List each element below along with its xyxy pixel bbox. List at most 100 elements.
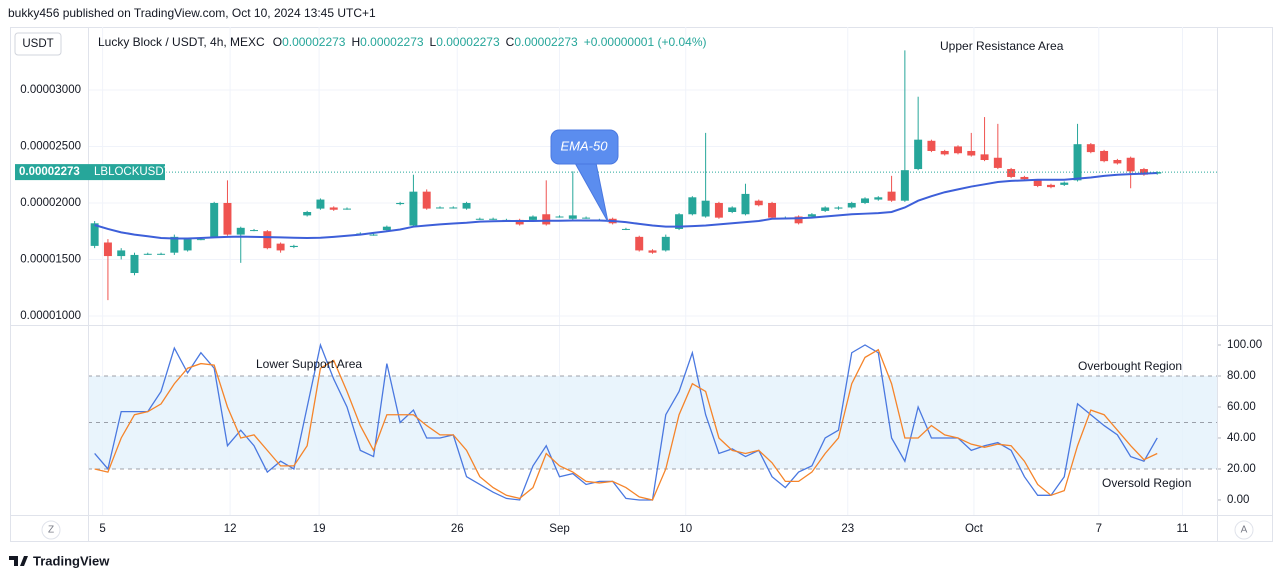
legend-change: +0.00000001 (+0.04%) [584,35,707,49]
candle-body [276,243,285,251]
ema-line [94,172,1158,240]
band-fill [88,375,1217,469]
symbol-legend: Lucky Block / USDT, 4h, MEXC O0.00002273 H… [98,35,706,49]
oscillator-line [94,342,1158,501]
legend-value: 0.00002273 [436,35,500,49]
candle-body [409,191,418,226]
footer-brand: TradingView [33,553,110,568]
y-tick-label: 80.00 [1227,370,1256,382]
tv-logo [9,556,28,566]
candle-body [555,216,564,218]
candle-body [250,230,259,232]
candle-body [1033,180,1042,187]
candle-body [940,150,949,155]
candle-body [528,216,537,220]
timezone-button[interactable] [41,520,61,540]
currency-box[interactable] [14,32,62,56]
candle-body [954,146,962,154]
auto-scale-icon: A [1241,525,1248,536]
legend-key: H [351,35,360,49]
y-tick-label: 0.00003000 [20,84,81,96]
annotation: Lower Support Area [256,357,362,371]
oscillator-line [94,348,1158,501]
candle-body [900,170,909,201]
x-tick-label: 11 [1176,523,1188,535]
grid [88,27,1221,515]
candle-body [422,191,431,209]
candle-body [701,200,710,217]
candle-body [196,239,205,241]
candle-body [329,207,338,210]
y-tick-label: 0.00 [1227,494,1249,506]
candle-body [621,228,630,230]
x-tick-label: 7 [1096,523,1102,535]
candle-body [635,236,644,251]
candle-body [1060,182,1069,185]
last-price-box [15,164,165,181]
legend-value: 0.00002273 [360,35,424,49]
candle-body [236,227,245,235]
plot [88,50,1217,501]
candle-body [210,202,219,237]
legend-value: 0.00002273 [514,35,578,49]
annotation: Overbought Region [1078,359,1182,373]
candle-body [874,197,883,200]
candle-body [1086,144,1095,153]
candle-body [143,253,152,255]
candle-body [489,218,498,220]
candle-body [223,202,232,235]
candle-body [130,254,139,274]
candle-body [834,207,843,209]
candle-body [993,157,1002,168]
x-tick-label: 26 [451,523,464,535]
candle-body [754,200,763,206]
callout-box [550,129,619,165]
y-tick-label: 0.00002500 [20,140,81,152]
candle-body [861,198,870,203]
y-tick-label: 0.00001000 [20,310,81,322]
candle-body [661,236,670,251]
callout-text: EMA-50 [561,138,609,153]
candle-body [435,207,444,209]
candle-body [170,236,179,253]
y-tick-label: 0.00001500 [20,253,81,265]
candle-body [117,250,126,257]
chart-frame [10,27,1273,542]
candle-body [183,239,192,251]
y-tick-label: 40.00 [1227,432,1256,444]
candle-body [1020,176,1029,180]
candle-body [794,216,803,224]
candle-body [1007,169,1016,177]
auto-scale-button[interactable] [1234,520,1254,540]
candle-body [714,202,723,218]
publish-header: bukky456 published on TradingView.com, O… [8,6,376,20]
x-tick-label: 5 [99,523,105,535]
x-tick-label: Oct [965,523,984,535]
candle-body [1100,150,1109,162]
ema-callout: EMA-50 [550,129,619,223]
candle-body [157,253,166,255]
candle-body [568,215,577,219]
last-price: 0.00002273 [19,166,80,178]
candle-body [768,202,777,218]
y-tick-label: 100.00 [1227,339,1262,351]
timezone-icon: Z [48,525,54,536]
candle-body [1046,184,1055,188]
x-tick-label: 12 [224,523,237,535]
symbol-title: Lucky Block / USDT, 4h, MEXC [98,35,265,49]
candle-body [1139,169,1148,175]
candle-body [396,202,405,205]
candle-body [728,207,737,212]
candle-body [316,199,325,209]
x-tick-label: 10 [679,523,692,535]
candle-body [807,214,816,217]
currency: USDT [22,38,53,50]
candle-body [648,250,657,253]
candle-body [1126,157,1135,172]
candle-body [515,219,524,225]
candle-body [967,150,976,156]
candle-body [343,208,351,210]
legend-value: 0.00002273 [282,35,346,49]
candle-body [582,217,591,219]
annotation: Oversold Region [1102,476,1191,490]
